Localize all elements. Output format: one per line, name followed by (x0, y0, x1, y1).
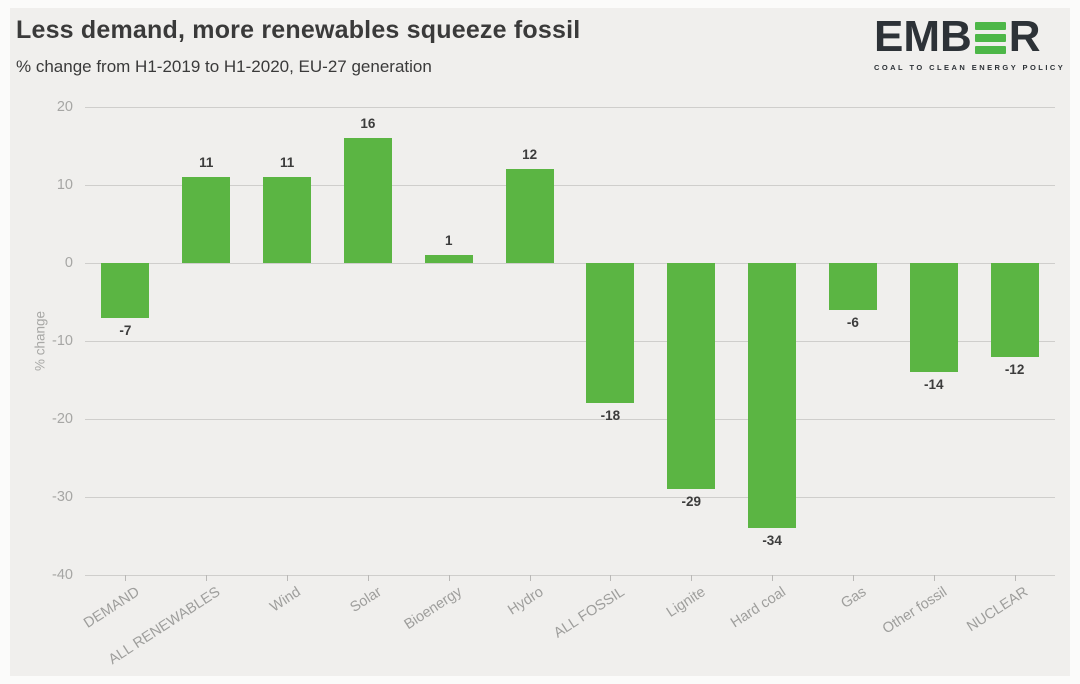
bar-solar (343, 138, 392, 263)
bar-gas (828, 263, 877, 310)
bar-hydro (505, 169, 554, 263)
bar-wind (263, 177, 312, 263)
bar-lignite (667, 263, 716, 490)
gridline--20 (85, 419, 1055, 420)
gridline-20 (85, 107, 1055, 108)
x-axis-tick-mark (772, 575, 774, 581)
y-axis-tick-label: -10 (52, 333, 73, 349)
bar-all-fossil (586, 263, 635, 404)
gridline--30 (85, 497, 1055, 498)
bar-value-label: 11 (199, 155, 214, 171)
bar-value-label: 16 (360, 116, 376, 132)
bar-bioenergy (424, 255, 473, 263)
x-axis-tick-mark (610, 575, 612, 581)
bar-value-label: -7 (119, 322, 132, 338)
ember-logo-text-right: R (1008, 12, 1041, 61)
chart-title: Less demand, more renewables squeeze fos… (16, 16, 581, 44)
ember-logo-green-e-icon (974, 22, 1006, 54)
gridline-0 (85, 263, 1055, 264)
gridline-10 (85, 185, 1055, 186)
y-axis-tick-label: 20 (56, 99, 73, 115)
y-axis-tick-label: 10 (56, 177, 73, 193)
bar-value-label: 11 (279, 155, 295, 171)
bar-value-label: 12 (522, 147, 538, 163)
x-axis-tick-mark (206, 575, 208, 581)
x-axis-tick-mark (125, 575, 127, 581)
y-axis-tick-label: -40 (52, 567, 73, 583)
chart-card (10, 8, 1070, 676)
ember-logo: EMB R COAL TO CLEAN ENERGY POLICY (874, 14, 1066, 73)
chart-subtitle: % change from H1-2019 to H1-2020, EU-27 … (16, 57, 432, 76)
bar-other-fossil (909, 263, 958, 373)
y-axis-tick-label: 0 (64, 255, 73, 271)
x-axis-tick-mark (529, 575, 531, 581)
ember-logo-wordmark: EMB R (874, 14, 1052, 60)
bar-demand (101, 263, 150, 318)
ember-logo-tagline: COAL TO CLEAN ENERGY POLICY (874, 63, 1066, 72)
bar-value-label: -34 (762, 533, 782, 549)
x-axis-tick-mark (287, 575, 289, 581)
x-axis-tick-mark (852, 575, 854, 581)
y-axis-tick-label: -30 (52, 489, 73, 505)
ember-logo-text-left: EMB (874, 12, 972, 61)
x-axis-tick-mark (448, 575, 450, 581)
bar-nuclear (990, 263, 1039, 357)
bar-value-label: -12 (1004, 361, 1025, 377)
gridline--10 (85, 341, 1055, 342)
bar-hard-coal (748, 263, 797, 529)
bar-value-label: -29 (681, 494, 701, 510)
x-axis-tick-mark (691, 575, 693, 581)
x-axis-tick-mark (933, 575, 935, 581)
bar-value-label: 1 (444, 233, 453, 249)
gridline--40 (85, 575, 1055, 576)
bar-value-label: -6 (846, 314, 859, 330)
bar-all-renewables (182, 177, 231, 263)
y-axis-title: % change (32, 310, 48, 372)
bar-value-label: -14 (923, 377, 944, 393)
bar-value-label: -18 (600, 408, 621, 424)
x-axis-tick-mark (367, 575, 369, 581)
x-axis-tick-mark (1014, 575, 1016, 581)
y-axis-tick-label: -20 (52, 411, 73, 427)
